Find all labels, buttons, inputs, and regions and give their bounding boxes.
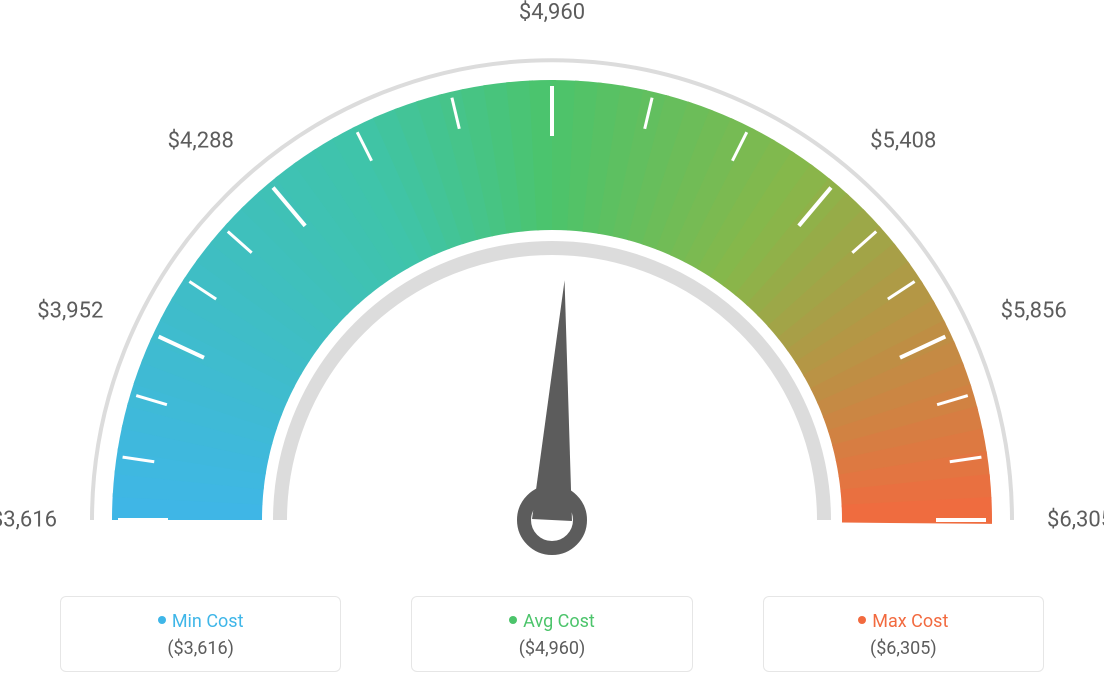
gauge-svg (0, 0, 1104, 560)
legend-title: Max Cost (786, 611, 1021, 632)
legend-title-text: Max Cost (872, 611, 948, 632)
legend-dot-icon (158, 616, 166, 624)
legend-card-max-cost: Max Cost ($6,305) (763, 596, 1044, 672)
legend-dot-icon (858, 616, 866, 624)
legend-row: Min Cost ($3,616) Avg Cost ($4,960) Max Cost… (0, 596, 1104, 672)
gauge-tick-label: $4,288 (168, 128, 234, 153)
gauge-tick-label: $6,305 (1047, 508, 1104, 533)
legend-card-min-cost: Min Cost ($3,616) (60, 596, 341, 672)
legend-value: ($6,305) (786, 638, 1021, 659)
legend-title: Avg Cost (434, 611, 669, 632)
legend-dot-icon (509, 616, 517, 624)
gauge-needle (532, 280, 572, 521)
gauge-tick-label: $3,616 (0, 508, 57, 533)
legend-card-avg-cost: Avg Cost ($4,960) (411, 596, 692, 672)
legend-title: Min Cost (83, 611, 318, 632)
cost-gauge: $3,616 $3,952 $4,288 $4,960 $5,408 $5,856 $6,3… (0, 0, 1104, 560)
legend-value: ($3,616) (83, 638, 318, 659)
gauge-tick-label: $5,856 (1001, 298, 1067, 323)
gauge-tick-label: $5,408 (870, 128, 936, 153)
legend-title-text: Min Cost (172, 611, 244, 632)
legend-title-text: Avg Cost (523, 611, 595, 632)
gauge-tick-label: $4,960 (519, 0, 585, 25)
gauge-tick-label: $3,952 (37, 298, 103, 323)
legend-value: ($4,960) (434, 638, 669, 659)
